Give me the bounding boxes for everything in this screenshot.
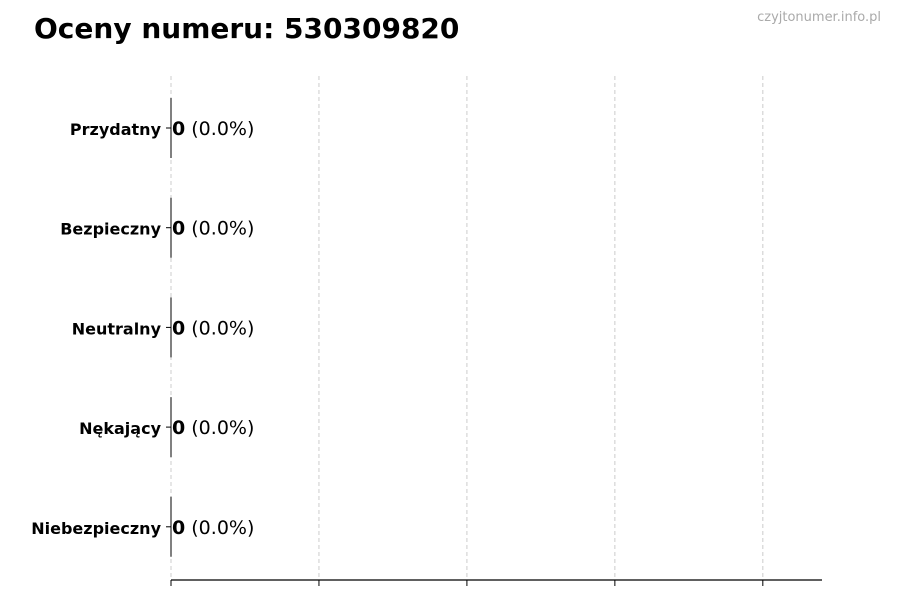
value-percent: (0.0%) [185,417,254,439]
value-count: 0 [172,517,185,539]
value-label: 0 (0.0%) [172,118,254,140]
value-label: 0 (0.0%) [172,517,254,539]
value-percent: (0.0%) [185,118,254,140]
value-count: 0 [172,218,185,240]
value-label: 0 (0.0%) [172,417,254,439]
chart-title: Oceny numeru: 530309820 [34,12,460,45]
value-percent: (0.0%) [185,218,254,240]
value-percent: (0.0%) [185,517,254,539]
category-label: Niebezpieczny [31,519,161,538]
value-count: 0 [172,317,185,339]
value-label: 0 (0.0%) [172,218,254,240]
category-label: Przydatny [70,120,162,139]
value-count: 0 [172,118,185,140]
value-count: 0 [172,417,185,439]
watermark: czyjtonumer.info.pl [757,10,881,25]
category-label: Bezpieczny [60,220,161,239]
value-percent: (0.0%) [185,317,254,339]
value-label: 0 (0.0%) [172,317,254,339]
category-label: Neutralny [72,319,162,338]
category-label: Nękający [79,419,161,438]
